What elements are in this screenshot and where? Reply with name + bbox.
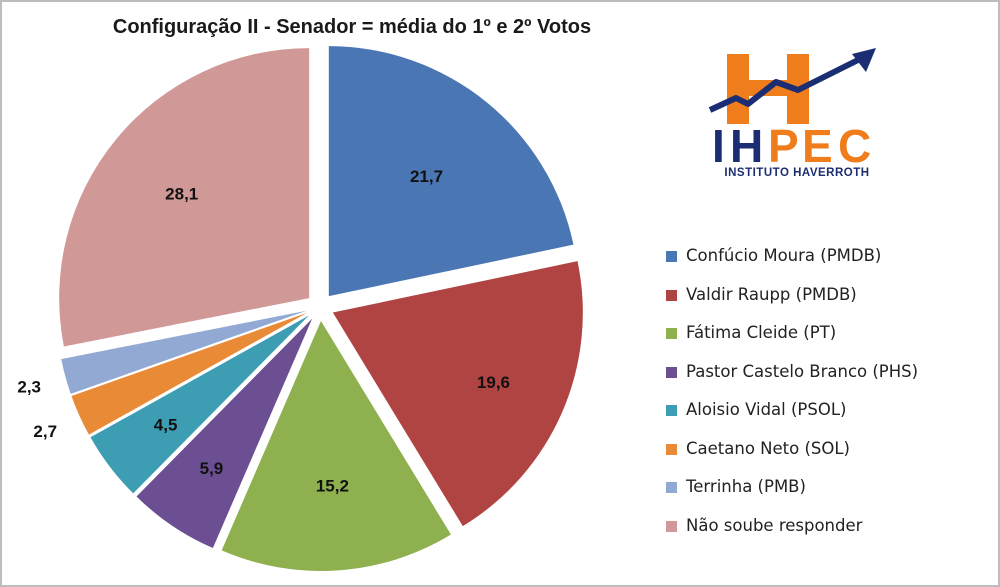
data-label-nao-soube-responder: 28,1: [165, 184, 198, 203]
legend-label: Pastor Castelo Branco (PHS): [686, 361, 919, 381]
legend-item: Valdir Raupp (PMDB): [666, 285, 918, 324]
pie-slice-nao-soube-responder: [59, 48, 310, 347]
logo-letter: I: [712, 120, 725, 172]
legend-swatch: [666, 289, 677, 301]
legend-label: Caetano Neto (SOL): [686, 438, 850, 458]
logo-letter: P: [768, 120, 799, 172]
data-label-valdir-raupp-pmdb: 19,6: [477, 373, 510, 392]
legend-label: Aloisio Vidal (PSOL): [686, 400, 847, 419]
legend-item: Fátima Cleide (PT): [666, 323, 918, 362]
data-label-fatima-cleide-pt: 15,2: [316, 477, 349, 496]
logo-subtitle: INSTITUTO HAVERROTH: [724, 167, 869, 179]
data-label-aloisio-vidal-psol: 4,5: [154, 415, 178, 434]
legend-swatch: [666, 443, 677, 455]
pie-slice-confucio-moura-pmdb: [328, 46, 574, 297]
legend-swatch: [666, 251, 677, 262]
pie-slice-terrinha-pmb: [61, 310, 307, 394]
rising-arrow-icon: [708, 55, 864, 113]
legend-swatch: [666, 520, 677, 532]
legend-label: Terrinha (PMB): [686, 477, 806, 496]
logo-letter: C: [838, 120, 871, 172]
pie-slice-valdir-raupp-pmdb: [332, 261, 583, 527]
legend: Confúcio Moura (PMDB) Valdir Raupp (PMDB)…: [666, 246, 918, 554]
pie-slice-caetano-neto-sol: [71, 312, 308, 435]
legend-label: Valdir Raupp (PMDB): [686, 284, 857, 304]
legend-label: Confúcio Moura (PMDB): [686, 246, 882, 265]
legend-swatch: [666, 328, 677, 339]
pie-slice-pastor-castelo-branco-phs: [136, 318, 313, 549]
logo-letter: E: [802, 120, 833, 172]
pie-slice-aloisio-vidal-psol: [90, 315, 309, 494]
pie-slice-fatima-cleide-pt: [221, 320, 451, 571]
legend-item: Não soube responder: [666, 516, 918, 555]
legend-swatch: [666, 366, 677, 378]
arrow-head-icon: [852, 48, 876, 72]
legend-item: Caetano Neto (SOL): [666, 439, 918, 478]
data-label-caetano-neto-sol: 2,7: [33, 422, 57, 441]
legend-label: Fátima Cleide (PT): [686, 323, 837, 342]
legend-item: Confúcio Moura (PMDB): [666, 246, 918, 285]
chart-title: Configuração II - Senador = média do 1º …: [112, 16, 592, 38]
legend-swatch: [666, 482, 677, 493]
legend-item: Terrinha (PMB): [666, 477, 918, 516]
legend-item: Pastor Castelo Branco (PHS): [666, 362, 918, 401]
data-label-pastor-castelo-branco-phs: 5,9: [200, 459, 224, 478]
logo-h-shape: [727, 54, 809, 124]
legend-label: Não soube responder: [686, 515, 863, 535]
logo-letter: H: [730, 120, 763, 172]
legend-item: Aloisio Vidal (PSOL): [666, 400, 918, 439]
data-label-confucio-moura-pmdb: 21,7: [410, 167, 443, 186]
legend-swatch: [666, 405, 677, 416]
data-label-terrinha-pmb: 2,3: [17, 378, 41, 397]
